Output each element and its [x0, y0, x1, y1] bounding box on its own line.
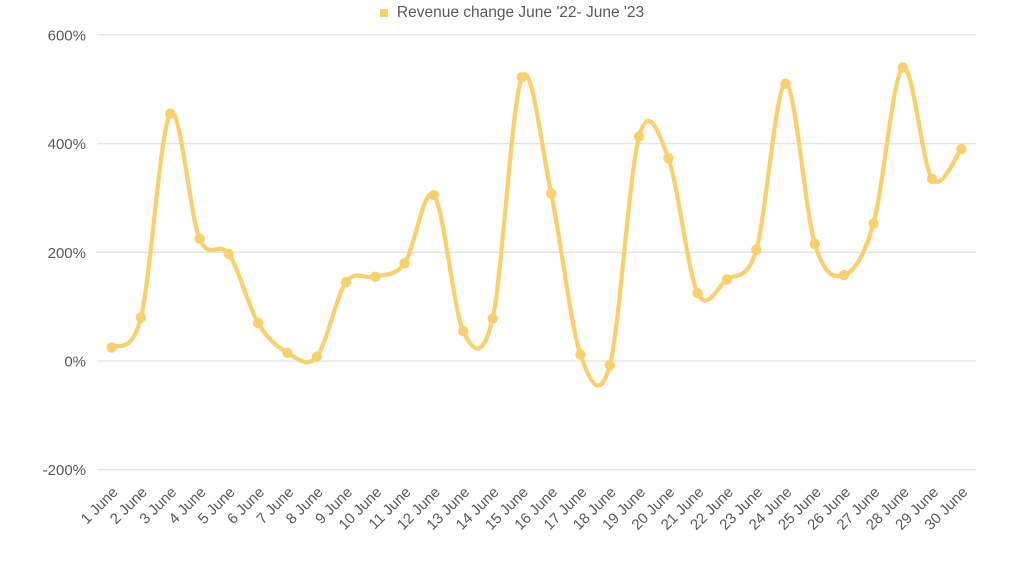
- data-point-marker: [721, 274, 733, 285]
- y-axis-tick-label: 0%: [64, 354, 86, 371]
- data-point-marker: [663, 153, 674, 164]
- y-axis-tick-label: 600%: [48, 27, 86, 44]
- y-axis-tick-label: -200%: [43, 462, 86, 479]
- legend-series-label: Revenue change June '22- June '23: [396, 4, 645, 21]
- y-axis-tick-label: 400%: [48, 136, 86, 153]
- series-line: [109, 65, 964, 388]
- data-point-marker: [838, 269, 850, 281]
- data-point-marker: [370, 271, 381, 282]
- y-axis-tick-label: 200%: [48, 245, 86, 262]
- data-point-marker: [194, 233, 205, 244]
- data-point-marker: [487, 313, 498, 324]
- data-point-marker: [604, 360, 615, 371]
- data-point-marker: [106, 342, 117, 353]
- data-point-marker: [809, 238, 821, 250]
- data-point-marker: [575, 349, 586, 360]
- data-point-marker: [458, 325, 469, 337]
- data-point-marker: [926, 173, 938, 185]
- data-point-marker: [868, 218, 879, 229]
- data-point-marker: [780, 78, 791, 90]
- data-point-marker: [165, 108, 176, 119]
- legend-series-swatch-icon: [379, 9, 388, 17]
- data-point-marker: [311, 351, 322, 362]
- chart-legend-item[interactable]: Revenue change June '22- June '23: [0, 4, 1024, 22]
- data-point-marker: [956, 143, 967, 155]
- data-point-marker: [692, 287, 703, 299]
- data-point-marker: [399, 258, 410, 269]
- data-point-marker: [428, 190, 440, 201]
- data-point-marker: [633, 131, 645, 142]
- data-point-marker: [135, 312, 147, 323]
- data-point-marker: [897, 62, 908, 73]
- data-point-marker: [340, 277, 352, 288]
- data-point-marker: [751, 244, 762, 255]
- data-point-marker: [516, 72, 528, 83]
- data-point-marker: [252, 317, 264, 329]
- data-point-marker: [223, 248, 234, 260]
- data-point-marker: [282, 347, 293, 358]
- data-point-marker: [546, 188, 557, 199]
